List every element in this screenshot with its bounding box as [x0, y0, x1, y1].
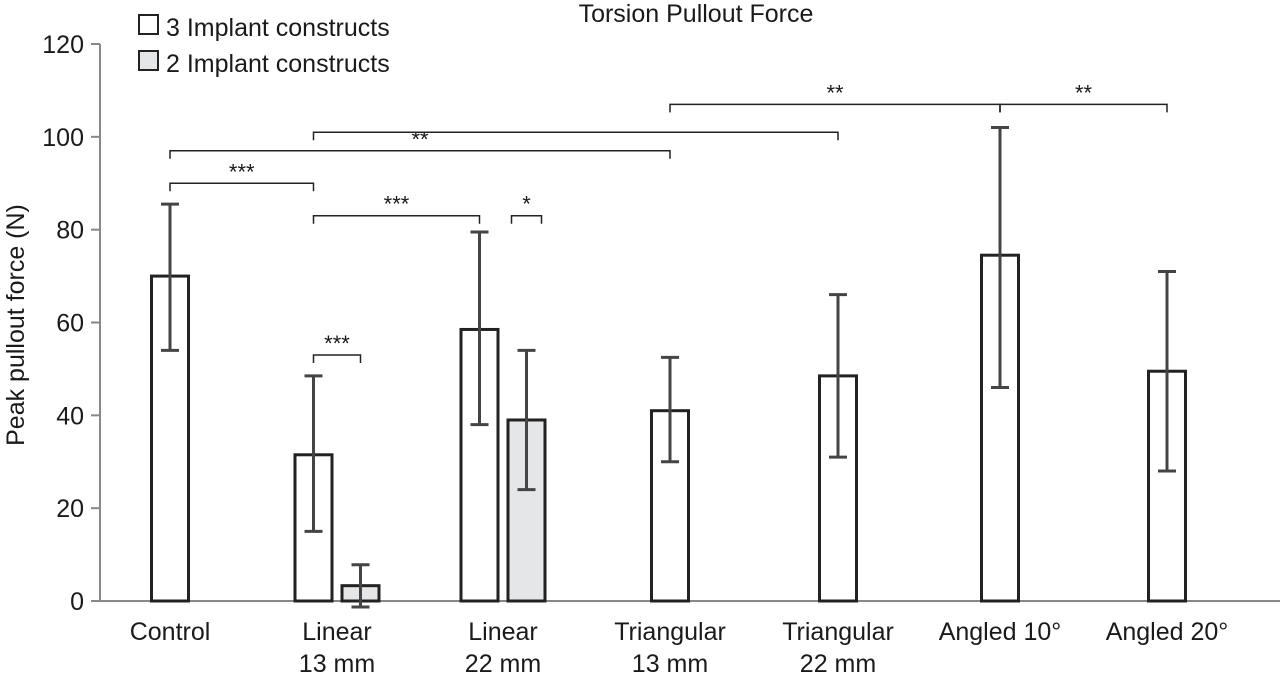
- x-tick-label: 22 mm: [465, 650, 541, 677]
- y-tick-label: 120: [42, 31, 84, 59]
- significance-bracket: [312, 131, 839, 141]
- x-tick-label: Angled 20°: [1106, 618, 1229, 646]
- x-tick-label: 13 mm: [299, 650, 375, 677]
- significance-label: **: [411, 127, 429, 152]
- significance-label: ***: [324, 331, 350, 356]
- legend-label: 2 Implant constructs: [166, 50, 390, 78]
- y-tick-label: 40: [56, 402, 84, 430]
- x-tick-label: Triangular: [614, 618, 726, 646]
- y-tick-label: 0: [70, 588, 84, 616]
- x-tick-label: Control: [130, 618, 211, 646]
- y-axis-label: Peak pullout force (N): [2, 204, 30, 446]
- y-tick-label: 80: [56, 217, 84, 245]
- y-tick-label: 20: [56, 495, 84, 523]
- y-tick-label: 100: [42, 124, 84, 152]
- plot-area: 0 20 40 60 80 100 120 Control Linear 13 mm Linear 2…: [42, 14, 1280, 677]
- significance-label: ***: [229, 159, 255, 184]
- significance-label: *: [522, 192, 531, 217]
- significance-bracket: [312, 214, 481, 224]
- significance-bracket: [510, 214, 543, 224]
- y-tick-label: 60: [56, 310, 84, 338]
- significance-bracket: [669, 103, 1001, 113]
- significance-label: ***: [384, 192, 410, 217]
- legend-label: 3 Implant constructs: [166, 14, 390, 42]
- x-tick-label: 13 mm: [632, 650, 708, 677]
- chart-title: Torsion Pullout Force: [579, 0, 814, 28]
- significance-bracket: [169, 182, 315, 192]
- x-tick-label: Triangular: [782, 618, 894, 646]
- significance-bracket: [312, 354, 362, 363]
- significance-bracket: [999, 103, 1168, 113]
- significance-label: **: [1075, 80, 1093, 105]
- x-tick-label: 22 mm: [800, 650, 876, 677]
- x-tick-label: Linear: [302, 618, 372, 646]
- x-tick-label: Angled 10°: [939, 618, 1062, 646]
- legend-swatch: [138, 14, 159, 35]
- legend-swatch: [138, 50, 159, 71]
- significance-bracket: [169, 150, 671, 159]
- x-tick-label: Linear: [468, 618, 538, 646]
- significance-label: **: [826, 80, 844, 105]
